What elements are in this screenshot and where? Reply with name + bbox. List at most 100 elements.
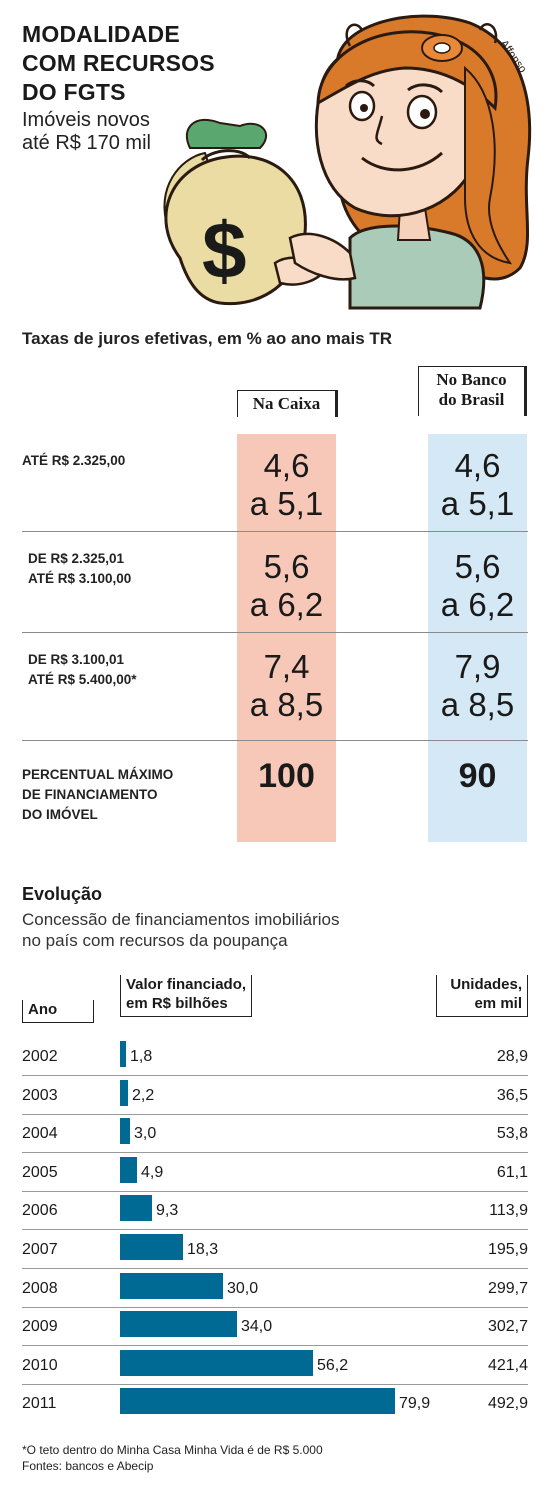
rate-value: a 6,2 bbox=[440, 586, 515, 623]
rate-value: 4,6 bbox=[263, 447, 310, 484]
financing-value-label: 2,2 bbox=[132, 1087, 155, 1104]
units-value-label: 421,4 bbox=[487, 1357, 528, 1374]
rate-value: a 5,1 bbox=[249, 485, 324, 522]
max-financing-bb: 90 bbox=[458, 757, 497, 795]
financing-bar bbox=[120, 1311, 237, 1337]
column-header-line: em R$ bilhões bbox=[126, 995, 228, 1012]
evolution-subtitle-line: Concessão de financiamentos imobiliários bbox=[22, 910, 340, 929]
row-divider bbox=[22, 1114, 528, 1115]
rate-caixa: 4,6 a 5,1 bbox=[237, 447, 336, 523]
row-divider bbox=[22, 1191, 528, 1192]
year-label: 2009 bbox=[22, 1318, 58, 1335]
units-value-label: 302,7 bbox=[487, 1318, 528, 1335]
year-label: 2011 bbox=[22, 1395, 57, 1412]
financing-value-label: 34,0 bbox=[241, 1318, 273, 1335]
subtitle-line: Imóveis novos bbox=[22, 109, 150, 131]
column-header-banco-do-brasil: No Banco do Brasil bbox=[418, 366, 525, 416]
rate-value: a 6,2 bbox=[249, 586, 324, 623]
units-value-label: 53,8 bbox=[496, 1125, 528, 1142]
rate-bb: 4,6 a 5,1 bbox=[428, 447, 527, 523]
column-header-valor: Valor financiado, em R$ bilhões bbox=[120, 975, 253, 1017]
svg-text:$: $ bbox=[202, 206, 247, 295]
evolution-subtitle-line: no país com recursos da poupança bbox=[22, 931, 288, 950]
column-header-line: do Brasil bbox=[438, 390, 505, 409]
rate-caixa: 7,4 a 8,5 bbox=[237, 648, 336, 724]
units-value-label: 492,9 bbox=[487, 1395, 528, 1412]
financing-bar bbox=[120, 1157, 137, 1183]
financing-value-label: 30,0 bbox=[227, 1280, 259, 1297]
rate-value: a 5,1 bbox=[440, 485, 515, 522]
evolution-title: Evolução bbox=[22, 884, 103, 904]
footnote: *O teto dentro do Minha Casa Minha Vida … bbox=[22, 1443, 323, 1457]
financing-value-label: 3,0 bbox=[134, 1125, 157, 1142]
year-label: 2007 bbox=[22, 1241, 58, 1258]
year-label: 2006 bbox=[22, 1202, 58, 1219]
year-label: 2002 bbox=[22, 1048, 58, 1065]
woman-with-money-bag-illustration: $ Affonso bbox=[163, 14, 532, 310]
row-divider bbox=[22, 1307, 528, 1308]
row-divider bbox=[22, 1268, 528, 1269]
row-divider bbox=[22, 1075, 528, 1076]
rate-bb: 7,9 a 8,5 bbox=[428, 648, 527, 724]
bb-column-background bbox=[428, 434, 527, 842]
year-label: 2010 bbox=[22, 1357, 58, 1374]
row-divider bbox=[22, 1345, 528, 1346]
financing-value-label: 9,3 bbox=[156, 1202, 179, 1219]
column-header-unidades: Unidades, em mil bbox=[436, 975, 528, 1017]
units-value-label: 195,9 bbox=[487, 1241, 528, 1258]
rate-value: 7,9 bbox=[454, 648, 501, 685]
rate-row-label: ATÉ R$ 2.325,00 bbox=[22, 451, 125, 471]
max-financing-caixa: 100 bbox=[258, 757, 315, 795]
rate-caixa: 5,6 a 6,2 bbox=[237, 548, 336, 624]
column-header-ano: Ano bbox=[22, 1000, 94, 1023]
column-header-line: Valor financiado, bbox=[126, 976, 247, 993]
units-value-label: 36,5 bbox=[496, 1087, 528, 1104]
financing-value-label: 4,9 bbox=[141, 1164, 164, 1181]
year-label: 2005 bbox=[22, 1164, 58, 1181]
financing-value-label: 18,3 bbox=[187, 1241, 219, 1258]
units-value-label: 299,7 bbox=[487, 1280, 528, 1297]
units-value-label: 28,9 bbox=[496, 1048, 528, 1065]
financing-bar bbox=[120, 1118, 130, 1144]
row-divider bbox=[22, 632, 528, 633]
financing-bar bbox=[120, 1350, 313, 1376]
rate-value: 4,6 bbox=[454, 447, 501, 484]
financing-value-label: 56,2 bbox=[317, 1357, 349, 1374]
units-value-label: 113,9 bbox=[489, 1202, 528, 1219]
row-divider bbox=[22, 740, 528, 741]
rate-row-label-line: DE R$ 3.100,01 bbox=[28, 652, 125, 667]
column-header-line: Unidades, bbox=[450, 976, 522, 993]
rate-row-label-line: ATÉ R$ 2.325,00 bbox=[22, 453, 126, 468]
financing-bar bbox=[120, 1388, 395, 1414]
rate-value: 5,6 bbox=[263, 548, 310, 585]
rate-value: 7,4 bbox=[263, 648, 310, 685]
units-value-label: 61,1 bbox=[496, 1164, 528, 1181]
financing-bar bbox=[120, 1234, 183, 1260]
rate-row-label-line: ATÉ R$ 5.400,00* bbox=[28, 672, 137, 687]
financing-bar bbox=[120, 1080, 128, 1106]
row-divider bbox=[22, 1229, 528, 1230]
rate-value: a 8,5 bbox=[249, 686, 324, 723]
rates-table-title: Taxas de juros efetivas, em % ao ano mai… bbox=[22, 329, 393, 348]
column-header-line: em mil bbox=[474, 995, 522, 1012]
rate-row-label-line: ATÉ R$ 3.100,00 bbox=[28, 571, 132, 586]
infographic-title: MODALIDADE COM RECURSOS DO FGTS bbox=[22, 20, 215, 107]
financing-bar bbox=[120, 1195, 152, 1221]
rate-row-label: DE R$ 3.100,01 ATÉ R$ 5.400,00* bbox=[28, 650, 137, 690]
row-divider bbox=[22, 531, 528, 532]
max-financing-label-line: DE FINANCIAMENTO bbox=[22, 787, 158, 802]
title-line: COM RECURSOS bbox=[22, 50, 215, 76]
row-divider bbox=[22, 1384, 528, 1385]
rate-value: 5,6 bbox=[454, 548, 501, 585]
max-financing-label-line: DO IMÓVEL bbox=[22, 807, 98, 822]
financing-value-label: 1,8 bbox=[130, 1048, 153, 1065]
column-header-line: No Banco bbox=[436, 370, 507, 389]
title-line: MODALIDADE bbox=[22, 21, 180, 47]
rate-value: a 8,5 bbox=[440, 686, 515, 723]
financing-value-label: 79,9 bbox=[399, 1395, 431, 1412]
title-line: DO FGTS bbox=[22, 79, 126, 105]
caixa-column-background bbox=[237, 434, 336, 842]
financing-bar bbox=[120, 1273, 223, 1299]
financing-bar bbox=[120, 1041, 126, 1067]
max-financing-label-line: PERCENTUAL MÁXIMO bbox=[22, 767, 174, 782]
